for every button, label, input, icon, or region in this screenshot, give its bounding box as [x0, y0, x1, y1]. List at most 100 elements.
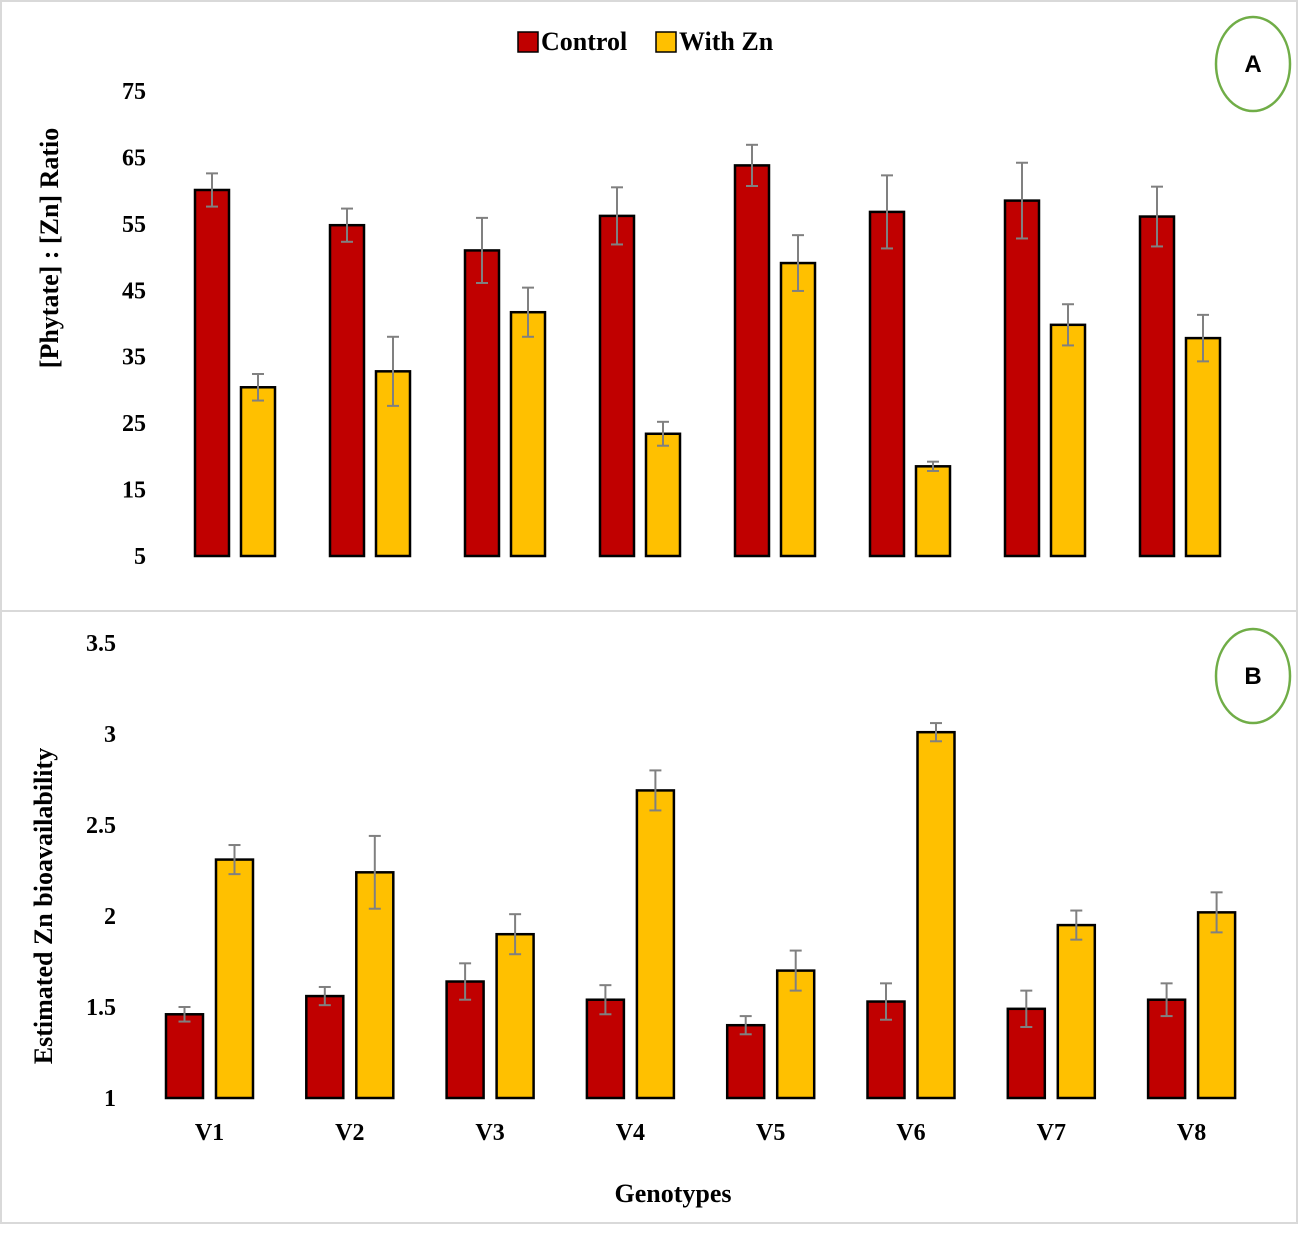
x-tick-label-v7: V7	[1037, 1120, 1066, 1146]
panel-a-y-tick-label: 75	[122, 79, 146, 105]
panel-b-error-bar-control-v8	[1160, 982, 1173, 1018]
legend-label-with-zn: With Zn	[679, 27, 774, 56]
panel-b-frame	[0, 610, 1298, 1224]
panel-b-bar-with-zn-v1	[214, 858, 255, 1100]
panel-a-y-tick-label: 45	[122, 278, 146, 304]
panel-a-error-bar-with-zn-v1	[252, 372, 264, 402]
panel-b-bar-control-v4	[585, 998, 626, 1100]
panel-b-error-bar-control-v7	[1020, 989, 1033, 1029]
panel-a-error-bar-control-v6	[881, 174, 893, 250]
panel-b-error-bar-control-v1	[178, 1006, 191, 1023]
panel-a-y-tick-label: 25	[122, 411, 146, 437]
panel-b-error-bar-control-v2	[318, 985, 331, 1007]
panel-a-bar-control-v4	[598, 214, 636, 558]
panel-b-bar-control-v2	[305, 994, 345, 1100]
panel-a-bar-with-zn-v3	[509, 310, 547, 558]
panel-b-bar-with-zn-v7	[1056, 923, 1097, 1100]
panel-a-letter: A	[1244, 51, 1261, 78]
panel-b-circle	[1214, 627, 1292, 725]
panel-a-y-tick-label: 5	[134, 544, 146, 570]
panel-b-error-bar-control-v5	[739, 1015, 752, 1036]
panel-b-plot: 1 1.5 2 2.5 3 3.5 V1 V2 V3 V4 V5 V6 V7 V8	[86, 631, 1237, 1146]
panel-b-error-bar-control-v6	[880, 982, 892, 1021]
panel-a-bar-with-zn-v1	[239, 386, 277, 558]
panel-a-error-bar-with-zn-v8	[1197, 313, 1209, 363]
panel-a-error-bar-with-zn-v3	[522, 286, 534, 338]
panel-a-badge: A	[1214, 15, 1292, 113]
panel-a-bar-control-v1	[193, 188, 231, 558]
panel-a-error-bar-control-v8	[1151, 185, 1163, 248]
panel-b-bar-with-zn-v5	[775, 969, 816, 1100]
panel-a-bar-with-zn-v8	[1184, 336, 1222, 558]
panel-a-error-bar-control-v5	[746, 143, 758, 187]
panel-a-bar-with-zn-v4	[644, 432, 682, 558]
panel-a-bar-control-v8	[1138, 215, 1176, 558]
panel-a-circle	[1214, 15, 1292, 113]
panel-b-error-bar-with-zn-v3	[509, 913, 522, 956]
x-tick-label-v8: V8	[1177, 1120, 1206, 1146]
panel-b-y-axis-title: Estimated Zn bioavailability	[29, 748, 58, 1064]
panel-b-error-bar-with-zn-v5	[789, 949, 802, 992]
x-axis-title: Genotypes	[615, 1179, 732, 1208]
panel-b-bar-control-v3	[445, 980, 485, 1100]
x-tick-label-v6: V6	[896, 1120, 925, 1146]
panel-a-error-bar-control-v3	[476, 216, 488, 284]
panel-b-error-bar-with-zn-v1	[228, 844, 241, 876]
x-tick-label-v4: V4	[616, 1120, 645, 1146]
panel-a-plot: 5 15 25 35 45 55 65 75	[122, 79, 1222, 570]
x-tick-label-v5: V5	[756, 1120, 785, 1146]
panel-b-bar-with-zn-v2	[355, 871, 395, 1100]
panel-b-badge: B	[1214, 627, 1292, 725]
panel-b-error-bar-with-zn-v4	[649, 769, 662, 812]
legend-swatch-with-zn	[655, 31, 677, 53]
panel-b-y-tick-label: 2	[104, 904, 116, 930]
panel-b-error-bar-with-zn-v7	[1070, 909, 1083, 941]
panel-a-y-tick-label: 55	[122, 212, 146, 238]
panel-a-y-axis-title: [Phytate] : [Zn] Ratio	[35, 128, 64, 368]
panel-b-bar-control-v1	[164, 1013, 205, 1100]
panel-b-y-tick-label: 1	[104, 1086, 116, 1112]
panel-b-error-bar-control-v4	[599, 984, 612, 1016]
panel-a-bar-with-zn-v7	[1049, 323, 1087, 558]
panel-a-error-bar-with-zn-v4	[657, 420, 669, 447]
panel-b-y-tick-label: 2.5	[86, 813, 116, 839]
panel-a-error-bar-with-zn-v5	[792, 234, 804, 292]
panel-b-y-tick-label: 3	[104, 722, 116, 748]
panel-a-y-tick-label: 35	[122, 345, 146, 371]
panel-a-y-tick-label: 65	[122, 145, 146, 171]
legend-swatch-control	[517, 31, 539, 53]
panel-b-bar-with-zn-v3	[495, 932, 535, 1100]
panel-a-error-bar-with-zn-v2	[387, 335, 399, 407]
panel-a-y-tick-label: 15	[122, 478, 146, 504]
panel-b-y-tick-label: 3.5	[86, 631, 116, 657]
panel-a-bar-with-zn-v6	[914, 465, 952, 558]
panel-a-bar-control-v3	[463, 249, 501, 558]
panel-b-error-bar-with-zn-v8	[1210, 891, 1223, 934]
x-tick-label-v1: V1	[195, 1120, 224, 1146]
panel-b-bar-control-v5	[725, 1023, 766, 1100]
panel-a-error-bar-control-v1	[206, 172, 218, 208]
panel-a-error-bar-with-zn-v6	[927, 460, 939, 472]
panel-b-letter: B	[1244, 663, 1261, 690]
panel-b-y-tick-label: 1.5	[86, 995, 116, 1021]
panel-a-error-bar-with-zn-v7	[1062, 303, 1074, 347]
panel-a-error-bar-control-v2	[341, 207, 353, 243]
panel-b-error-bar-with-zn-v6	[930, 722, 942, 743]
panel-b-bar-with-zn-v6	[916, 730, 956, 1100]
panel-b-bar-with-zn-v4	[635, 789, 676, 1100]
panel-a-bar-control-v5	[733, 164, 771, 558]
x-tick-label-v3: V3	[475, 1120, 504, 1146]
legend: Control With Zn	[517, 27, 774, 56]
panel-a-bar-with-zn-v5	[779, 261, 817, 558]
panel-a-bar-control-v2	[328, 223, 366, 558]
panel-a-error-bar-control-v4	[611, 186, 623, 246]
panel-b-bar-with-zn-v8	[1196, 911, 1237, 1100]
panel-a-error-bar-control-v7	[1016, 161, 1028, 240]
legend-label-control: Control	[541, 27, 627, 56]
panel-b-error-bar-with-zn-v2	[368, 834, 381, 910]
x-tick-label-v2: V2	[335, 1120, 364, 1146]
panel-a-bar-control-v7	[1003, 199, 1041, 558]
panel-b-error-bar-control-v3	[459, 962, 472, 1001]
panel-a-bar-control-v6	[868, 210, 906, 558]
